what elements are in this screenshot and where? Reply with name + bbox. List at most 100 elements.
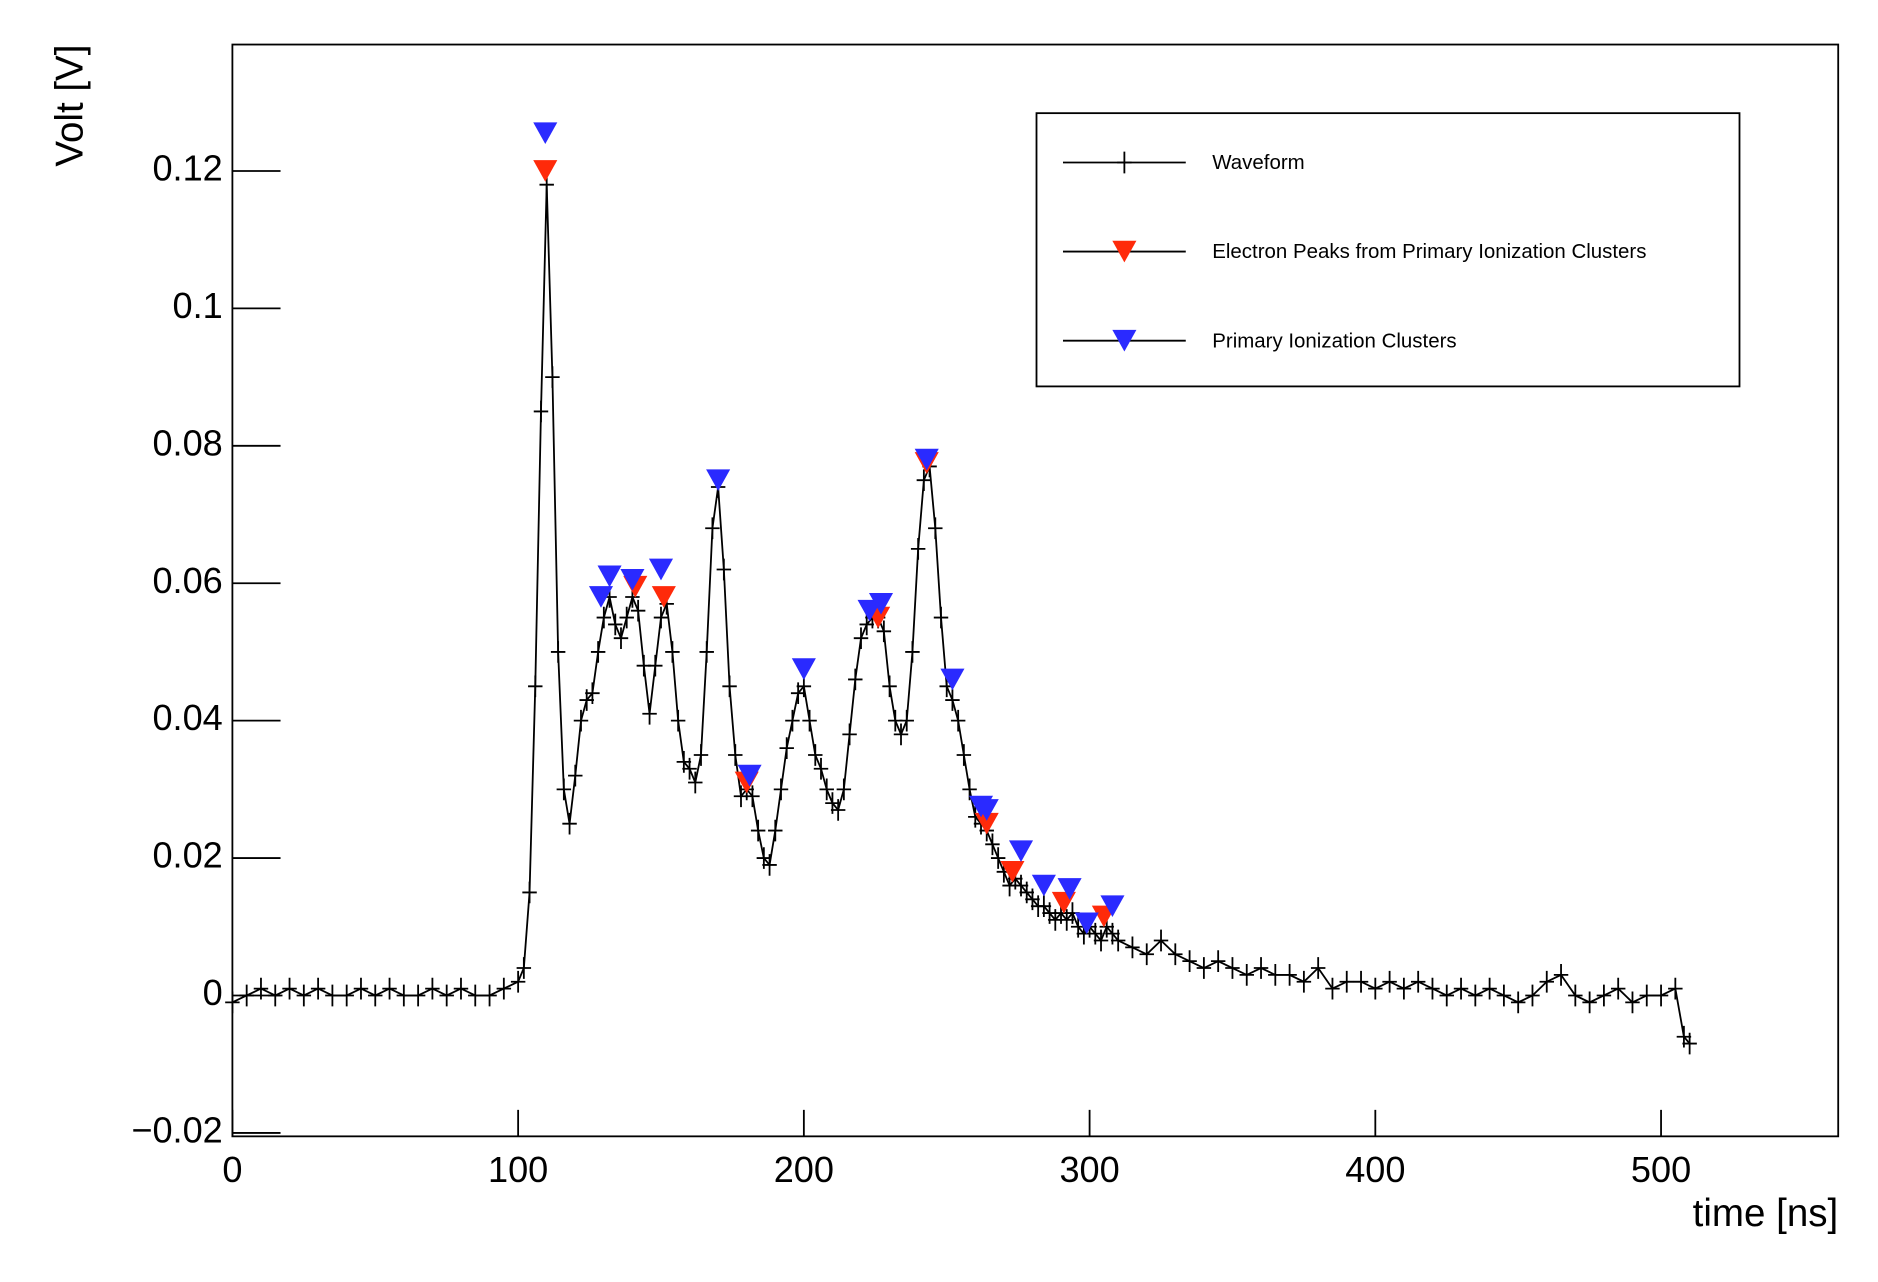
marker: [682, 757, 697, 780]
x-tick-label: 400: [1345, 1149, 1405, 1190]
legend-label: Primary Ionization Clusters: [1212, 329, 1456, 352]
marker: [1110, 929, 1126, 952]
marker: [562, 812, 577, 835]
marker: [882, 675, 897, 698]
marker: [1310, 957, 1326, 979]
marker: [516, 957, 532, 979]
marker: [396, 984, 412, 1007]
marker: [528, 675, 543, 698]
marker: [945, 689, 960, 711]
marker: [956, 744, 972, 766]
marker: [1439, 984, 1454, 1007]
marker: [1057, 878, 1082, 900]
x-axis-title: time [ns]: [1693, 1192, 1839, 1235]
marker: [808, 744, 823, 766]
marker: [1339, 970, 1354, 993]
marker: [836, 778, 852, 801]
marker: [819, 778, 834, 801]
marker: [745, 785, 760, 808]
x-tick-label: 100: [488, 1149, 548, 1190]
marker: [1382, 970, 1397, 993]
marker: [762, 854, 777, 876]
marker: [1410, 970, 1426, 993]
marker: [533, 400, 549, 423]
marker: [648, 558, 674, 581]
marker: [1196, 957, 1212, 979]
marker: [1682, 1032, 1697, 1055]
plot-frame: [231, 43, 1840, 1138]
marker: [728, 744, 743, 766]
marker: [339, 984, 354, 1007]
marker: [853, 627, 869, 650]
marker: [1553, 964, 1569, 986]
marker: [1368, 977, 1383, 1000]
marker: [1210, 950, 1226, 972]
marker: [716, 558, 732, 581]
marker: [568, 764, 583, 787]
marker: [1453, 977, 1469, 1000]
y-tick-label: −0.02: [131, 1109, 222, 1150]
marker: [620, 568, 645, 591]
y-tick-label: 0.04: [152, 697, 222, 738]
marker: [597, 565, 622, 588]
marker: [899, 709, 914, 732]
marker: [533, 122, 558, 145]
marker: [670, 709, 686, 732]
marker: [325, 984, 340, 1007]
marker: [630, 599, 646, 622]
marker: [665, 641, 680, 663]
marker: [802, 709, 817, 732]
marker: [653, 606, 669, 629]
marker: [1653, 984, 1669, 1007]
marker: [425, 977, 440, 1000]
y-tick-label: 0.08: [152, 422, 222, 463]
marker: [1253, 957, 1269, 979]
marker: [1125, 936, 1140, 959]
marker: [1582, 991, 1597, 1014]
marker: [368, 984, 383, 1007]
marker: [1100, 895, 1125, 917]
marker: [590, 641, 606, 663]
marker: [239, 984, 254, 1007]
marker: [1353, 970, 1369, 993]
marker: [1168, 943, 1183, 966]
marker: [585, 682, 600, 704]
x-tick-label: 0: [222, 1149, 242, 1190]
marker: [974, 799, 999, 821]
marker: [1139, 943, 1154, 966]
marker: [282, 977, 297, 1000]
marker: [813, 757, 829, 780]
marker: [545, 366, 560, 388]
legend-label: Waveform: [1212, 151, 1304, 174]
marker: [496, 977, 512, 1000]
marker: [410, 984, 426, 1007]
marker: [613, 627, 629, 650]
legend-label: Electron Peaks from Primary Ionization C…: [1212, 240, 1646, 263]
marker: [550, 641, 566, 663]
marker: [522, 881, 537, 904]
marker: [510, 970, 526, 993]
marker: [705, 517, 720, 540]
legend-marker: [1112, 329, 1137, 352]
marker: [699, 641, 714, 663]
marker: [1482, 977, 1497, 1000]
marker: [750, 819, 766, 842]
marker: [1510, 991, 1526, 1014]
marker: [773, 778, 789, 801]
marker: [914, 448, 939, 471]
marker: [990, 847, 1006, 869]
marker: [596, 606, 612, 629]
marker: [1074, 912, 1099, 935]
marker: [706, 469, 731, 491]
marker: [651, 586, 676, 608]
marker: [950, 709, 966, 732]
marker: [830, 799, 846, 821]
marker: [453, 977, 469, 1000]
marker: [722, 675, 737, 698]
marker: [1610, 977, 1626, 1000]
marker: [1296, 970, 1312, 993]
marker: [268, 984, 283, 1007]
marker: [928, 517, 943, 540]
y-tick-label: 0.06: [152, 560, 222, 601]
